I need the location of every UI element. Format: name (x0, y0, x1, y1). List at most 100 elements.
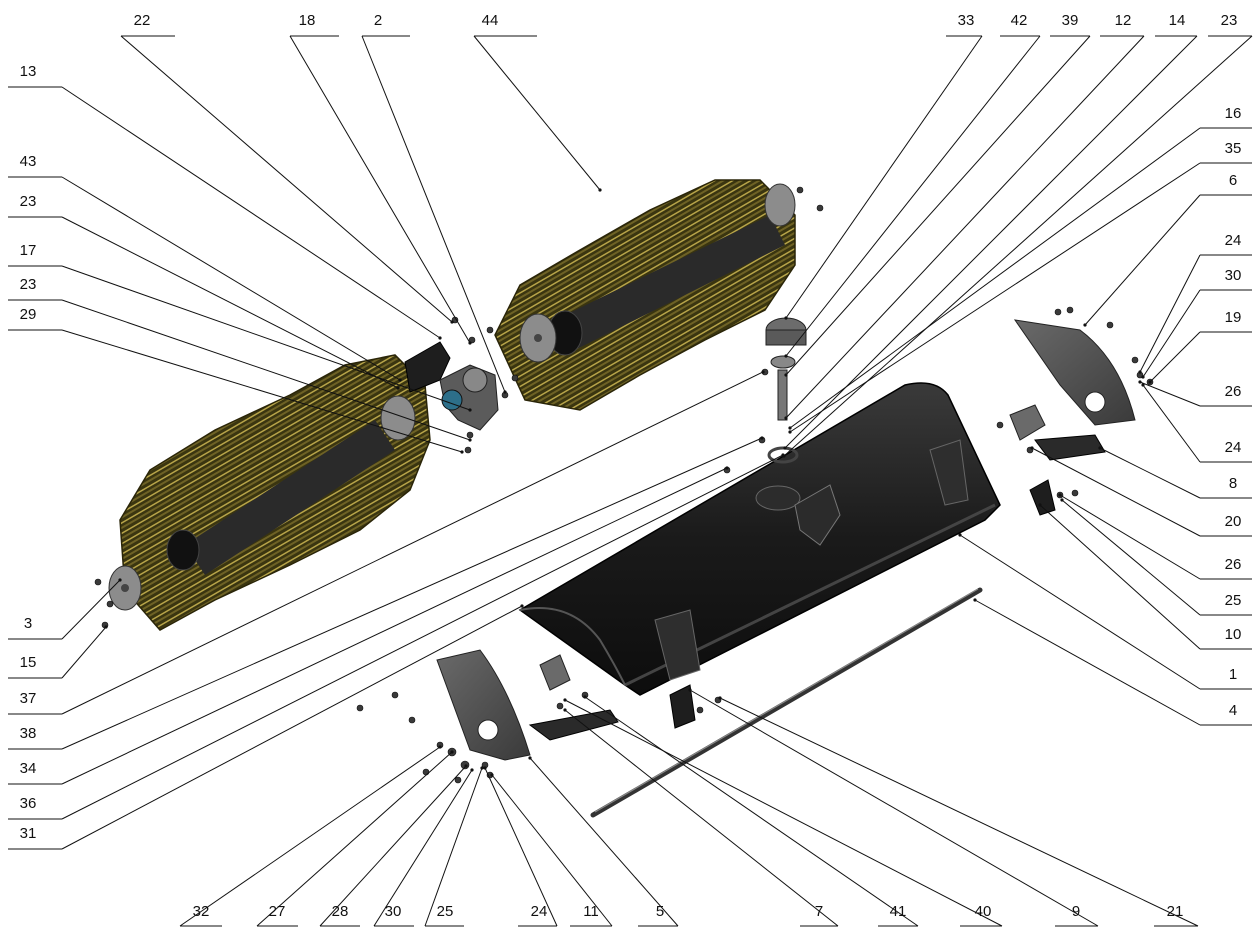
callout-tip (460, 450, 464, 454)
callout-tip (583, 695, 587, 699)
callout-24: 24 (483, 766, 558, 927)
callout-label: 40 (975, 903, 992, 920)
callout-2: 2 (361, 12, 507, 394)
callout-tip (468, 341, 472, 345)
callout-label: 10 (1225, 626, 1242, 643)
callout-23: 23 (8, 276, 472, 442)
callout-13: 13 (8, 63, 442, 340)
callout-label: 2 (374, 12, 382, 29)
callout-label: 7 (815, 903, 823, 920)
callout-tip (1083, 323, 1087, 327)
callout-38: 38 (8, 436, 764, 750)
callout-32: 32 (179, 745, 442, 927)
right-plate-hole (1084, 391, 1106, 413)
callout-28: 28 (319, 764, 468, 927)
callout-label: 26 (1225, 556, 1242, 573)
callout-label: 19 (1225, 309, 1242, 326)
callout-tip (598, 188, 602, 192)
right-arm (1034, 434, 1106, 461)
callout-29: 29 (8, 306, 464, 454)
callout-leader (789, 162, 1201, 433)
callout-11: 11 (490, 773, 613, 927)
callout-tip (788, 426, 792, 430)
callout-leader (783, 35, 1253, 457)
callout-tip (528, 756, 532, 760)
callout-26: 26 (1058, 493, 1252, 580)
callout-leader (61, 299, 471, 441)
callout-leader (61, 467, 728, 785)
callout-leader (789, 127, 1201, 429)
callout-31: 31 (8, 604, 524, 850)
callout-40: 40 (563, 698, 1003, 927)
housing-top-ring (755, 485, 801, 511)
callout-label: 21 (1167, 903, 1184, 920)
callout-42: 42 (784, 12, 1041, 358)
left-plate-body (436, 649, 531, 761)
callout-tip (788, 430, 792, 434)
callout-tip (450, 320, 454, 324)
callout-tip (470, 768, 474, 772)
callout-25: 25 (424, 766, 484, 927)
pivot-shaft (777, 369, 788, 421)
callout-tip (503, 390, 507, 394)
callout-10: 10 (1038, 503, 1252, 650)
callout-label: 14 (1169, 12, 1186, 29)
housing-curved-end (519, 607, 626, 686)
callout-label: 22 (134, 12, 151, 29)
callout-tip (783, 446, 787, 450)
callout-tip (104, 625, 108, 629)
callout-leader (491, 774, 613, 927)
callout-leader (61, 579, 121, 640)
callout-label: 28 (332, 903, 349, 920)
callout-leader (61, 329, 463, 453)
callout-leader (289, 35, 471, 344)
callout-label: 38 (20, 725, 37, 742)
callout-tip (1138, 370, 1142, 374)
callout-leader (120, 35, 453, 323)
callout-label: 31 (20, 825, 37, 842)
callout-tip (450, 750, 454, 754)
callout-tip (1141, 383, 1145, 387)
callout-label: 23 (1221, 12, 1238, 29)
callout-tip (784, 416, 788, 420)
callout-leader (61, 216, 399, 389)
callout-leader (61, 626, 107, 679)
callout-tip (1138, 380, 1142, 384)
callout-label: 20 (1225, 513, 1242, 530)
callout-tip (563, 698, 567, 702)
callout-tip (520, 604, 524, 608)
callout-tip (725, 466, 729, 470)
callout-24: 24 (1141, 383, 1252, 463)
right-motor-flange (1009, 404, 1046, 441)
callout-label: 15 (20, 654, 37, 671)
callout-leader (564, 709, 839, 927)
callout-label: 4 (1229, 702, 1237, 719)
callout-tip (118, 578, 122, 582)
callout-tip (781, 453, 785, 457)
callout-tip (1038, 503, 1042, 507)
callout-label: 18 (299, 12, 316, 29)
callout-tip (468, 438, 472, 442)
callout-tip (563, 708, 567, 712)
left-motor-flange (539, 654, 571, 691)
callout-label: 24 (531, 903, 548, 920)
housing-fin-1 (929, 439, 969, 506)
callout-tip (1148, 380, 1152, 384)
pivot-cap-body (765, 329, 807, 346)
right-brush-roller (494, 179, 796, 411)
callout-label: 17 (20, 242, 37, 259)
callout-label: 16 (1225, 105, 1242, 122)
housing-top-bracket (794, 484, 841, 546)
callout-label: 44 (482, 12, 499, 29)
callout-4: 4 (973, 598, 1252, 726)
callout-label: 9 (1072, 903, 1080, 920)
right-brush-flange-center (534, 334, 542, 342)
callout-tip (761, 370, 765, 374)
callout-26: 26 (1138, 380, 1252, 407)
callout-leader (61, 437, 763, 750)
callout-leader (61, 86, 441, 339)
callout-17: 17 (8, 242, 472, 412)
callout-label: 39 (1062, 12, 1079, 29)
callout-tip (468, 408, 472, 412)
callout-22: 22 (120, 12, 454, 324)
